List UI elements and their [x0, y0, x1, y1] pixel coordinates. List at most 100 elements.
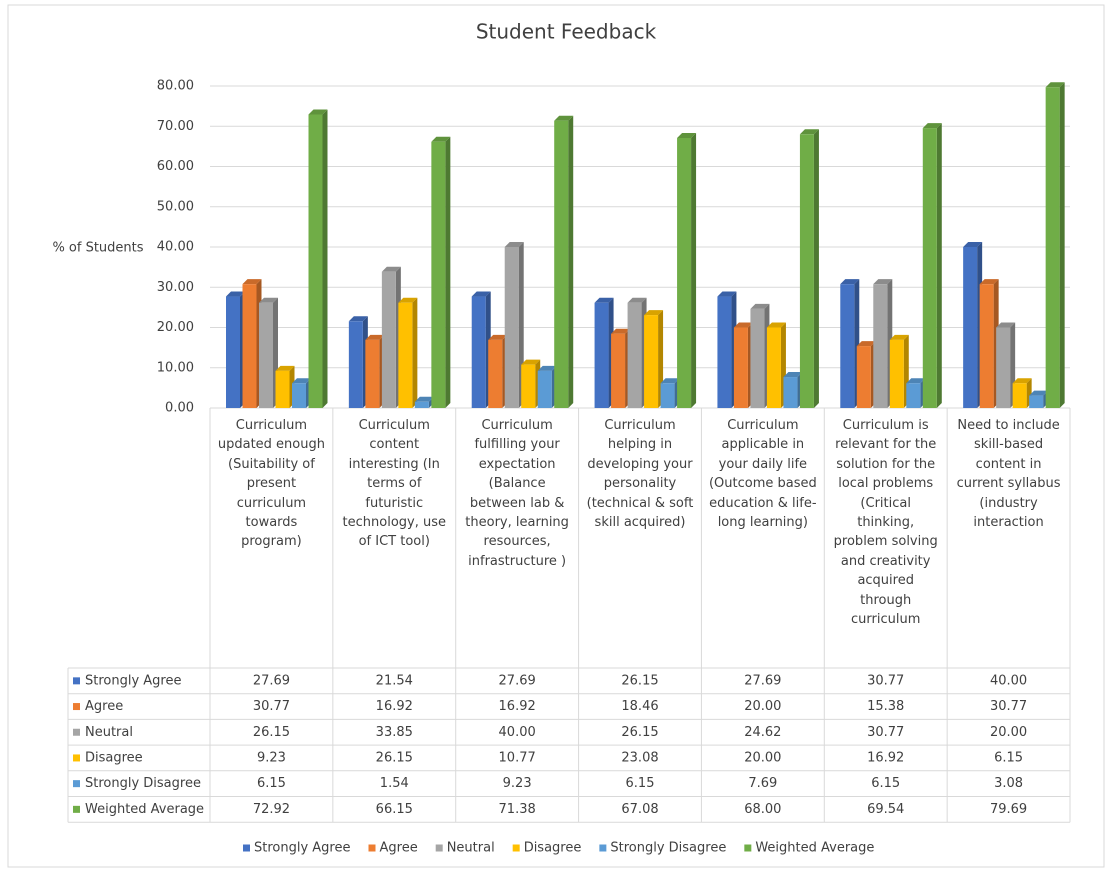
table-cell: 6.15 — [871, 776, 900, 791]
table-cell: 27.69 — [744, 673, 781, 688]
bar-top — [677, 133, 697, 139]
bar-top — [259, 297, 278, 303]
bar — [226, 296, 240, 408]
bar — [750, 308, 765, 408]
y-tick-label: 0.00 — [165, 401, 194, 416]
table-cell: 6.15 — [257, 776, 286, 791]
y-tick-label: 50.00 — [157, 199, 194, 214]
table-row-label: Weighted Average — [85, 802, 204, 817]
bar-top — [292, 378, 311, 384]
table-cell: 23.08 — [621, 750, 658, 765]
bar-top — [504, 242, 524, 247]
chart-title: Student Feedback — [476, 20, 657, 44]
bar-top — [733, 322, 753, 328]
table-cell: 10.77 — [499, 750, 536, 765]
table-cell: 26.15 — [621, 725, 658, 740]
x-tick-label: Curriculum is relevant for the solution … — [833, 418, 938, 628]
table-cell: 30.77 — [867, 673, 904, 688]
table-cell: 72.92 — [253, 802, 290, 817]
bar — [840, 284, 855, 408]
x-tick-label: Curriculum updated enough (Suitability o… — [217, 418, 325, 550]
bar — [799, 134, 814, 409]
table-cell: 30.77 — [990, 699, 1027, 714]
y-axis-label: % of Students — [52, 241, 143, 256]
bar — [431, 141, 446, 408]
bar — [275, 370, 290, 408]
table-cell: 26.15 — [376, 750, 413, 765]
table-cell: 66.15 — [376, 802, 413, 817]
table-cell: 68.00 — [744, 802, 781, 817]
bar-top — [537, 365, 557, 371]
table-cell: 6.15 — [626, 776, 655, 791]
y-tick-label: 60.00 — [157, 159, 194, 174]
bar-top — [627, 297, 647, 303]
bar — [1029, 395, 1044, 408]
table-cell: 21.54 — [376, 673, 413, 688]
bar — [922, 128, 937, 408]
table-row-label: Agree — [85, 699, 123, 714]
bar — [537, 370, 552, 408]
bar-top — [873, 279, 893, 285]
bar-top — [594, 297, 614, 303]
bar-top — [431, 136, 451, 142]
bar — [766, 327, 781, 408]
bar-top — [554, 115, 574, 121]
bar — [979, 284, 994, 408]
bar — [242, 284, 257, 408]
table-cell: 16.92 — [376, 699, 413, 714]
bar-top — [799, 129, 819, 135]
y-tick-label: 40.00 — [157, 240, 194, 255]
bar-side — [412, 297, 418, 408]
bar-top — [660, 378, 680, 384]
bar-top — [644, 310, 664, 316]
table-cell: 6.15 — [994, 750, 1023, 765]
bar — [906, 383, 921, 408]
bar-top — [906, 378, 926, 384]
table-row-label: Disagree — [85, 750, 143, 765]
table-row-label: Strongly Agree — [85, 673, 182, 688]
bar — [521, 364, 536, 408]
bar-top — [996, 322, 1016, 328]
table-cell: 15.38 — [867, 699, 904, 714]
bar-side — [1059, 82, 1065, 409]
bar — [873, 284, 888, 408]
legend-key — [744, 844, 752, 852]
bar-top — [1045, 82, 1065, 88]
bar-top — [717, 291, 737, 297]
bar-side — [322, 109, 328, 408]
bar — [292, 383, 306, 408]
bar-top — [750, 303, 770, 309]
bar — [259, 302, 273, 408]
bar — [717, 296, 732, 408]
legend-key — [599, 844, 607, 852]
table-cell: 9.23 — [503, 776, 532, 791]
bar-top — [783, 372, 803, 378]
bar — [677, 138, 692, 409]
bar-side — [936, 123, 942, 408]
table-cell: 7.69 — [748, 776, 777, 791]
table-cell: 40.00 — [990, 673, 1027, 688]
bar-side — [691, 133, 697, 409]
legend-label: Strongly Agree — [254, 841, 351, 856]
table-cell: 26.15 — [253, 725, 290, 740]
bar — [996, 327, 1011, 408]
bar-top — [348, 316, 368, 322]
x-tick-label: Curriculum helping in developing your pe… — [586, 418, 694, 531]
table-cell: 30.77 — [253, 699, 290, 714]
bar-top — [226, 291, 245, 297]
legend-key — [243, 844, 250, 852]
table-legend-key — [73, 780, 80, 788]
bar — [488, 339, 503, 408]
table-cell: 1.54 — [380, 776, 409, 791]
bar — [1045, 87, 1060, 409]
bar-top — [242, 279, 262, 285]
table-cell: 79.69 — [990, 802, 1027, 817]
bar — [308, 114, 323, 408]
bar-top — [398, 297, 418, 303]
table-cell: 16.92 — [499, 699, 536, 714]
table-cell: 27.69 — [253, 673, 290, 688]
legend-key — [368, 844, 376, 852]
bar — [627, 302, 642, 408]
